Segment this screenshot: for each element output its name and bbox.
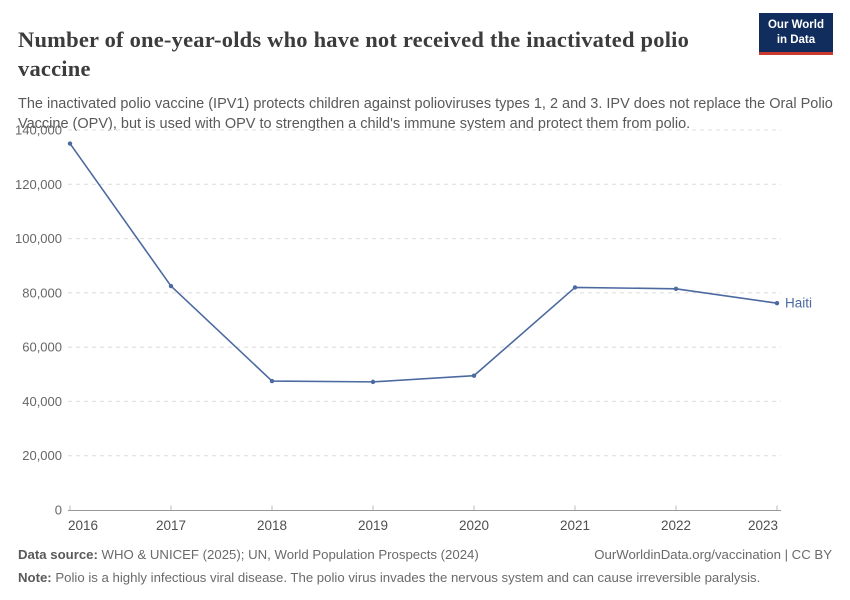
page-title: Number of one-year-olds who have not rec… [18,27,690,81]
chart-footer: Data source: WHO & UNICEF (2025); UN, Wo… [18,546,832,592]
data-source-label: Data source: [18,547,98,562]
data-point[interactable] [572,285,578,290]
x-axis-tick-label: 2018 [257,518,287,533]
x-axis-tick-label: 2023 [748,518,778,533]
data-point[interactable] [168,283,174,289]
x-axis-tick-label: 2016 [68,518,98,533]
x-axis-tick-label: 2021 [560,518,590,533]
owid-logo-line1: Our World [767,19,824,31]
note-text: Polio is a highly infectious viral disea… [51,569,761,585]
x-axis-tick-label: 2017 [156,518,186,533]
data-point[interactable] [370,379,376,385]
y-axis-tick-label: 20,000 [22,448,62,463]
y-axis-tick-label: 120,000 [15,177,62,192]
chart-subtitle: The inactivated polio vaccine (IPV1) pro… [18,95,833,133]
x-axis-tick-label: 2019 [358,518,388,533]
data-point[interactable] [774,300,780,306]
series-line[interactable] [69,143,778,383]
series-haiti[interactable]: Haiti [67,141,812,385]
owid-logo[interactable]: Our World in Data [758,13,833,55]
data-point[interactable] [471,373,477,378]
y-axis-tick-label: 60,000 [22,340,62,355]
data-point[interactable] [673,286,679,291]
y-axis-tick-label: 100,000 [15,231,62,246]
data-point[interactable] [269,378,275,384]
owid-logo-line2: in Data [776,33,816,46]
data-source: Data source: WHO & UNICEF (2025); UN, Wo… [18,546,479,564]
footer-row-datasource: Data source: WHO & UNICEF (2025); UN, Wo… [18,546,832,564]
note-label: Note: [18,569,52,585]
entity-label[interactable]: Haiti [785,296,812,311]
license-link[interactable]: OurWorldinData.org/vaccination | CC BY [594,547,832,562]
x-axis-tick-label: 2022 [661,518,691,533]
chart-note: Note: Polio is a highly infectious viral… [18,569,760,587]
data-source-text: WHO & UNICEF (2025); UN, World Populatio… [97,547,479,562]
y-axis-tick-label: 80,000 [22,285,62,300]
data-point[interactable] [67,141,73,146]
x-axis-tick-label: 2020 [459,518,489,533]
y-axis-tick-label: 40,000 [22,394,62,409]
y-axis-tick-label: 140,000 [15,123,62,138]
y-axis-tick-label: 0 [55,503,62,518]
footer-row-note: Note: Polio is a highly infectious viral… [18,569,832,587]
